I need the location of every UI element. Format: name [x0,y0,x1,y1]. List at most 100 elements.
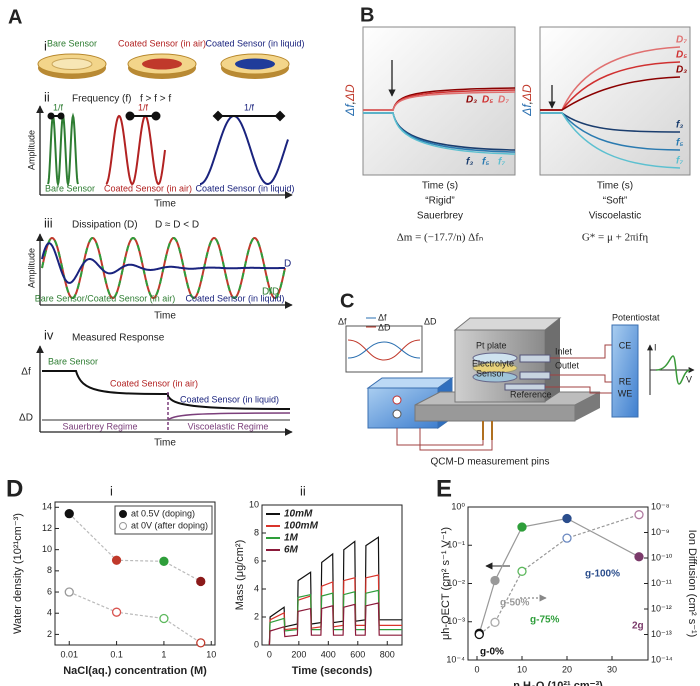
y-tick-label: 10⁰ [451,501,465,511]
row-title: Measured Response [72,333,165,344]
sensor-label: Coated Sensor (in liquid) [205,38,304,48]
sensor-label: Bare Sensor [48,356,98,366]
instrument-ellipse [472,371,518,383]
instrument-rect [414,404,576,422]
label-part: Δf [520,103,534,117]
rigid-curves-path [363,112,516,155]
data-point [474,629,484,640]
x-tick-label: 400 [321,649,336,659]
curve-label: f₅ [482,157,489,168]
sub-label: i [110,483,113,498]
soft-curves [540,46,681,169]
data-point [634,510,644,520]
sensor-discs-ellipse [142,58,182,70]
sensor-label: Bare Sensor/Coated Sensor (in air) [35,293,176,303]
part-label: Electrolyte [472,358,514,368]
legend-label: at 0V (after doping) [131,520,208,530]
y-tick-label: 10 [42,544,52,554]
curve-label: f₃ [466,157,473,168]
label-part: , [520,101,534,104]
series-line [268,536,402,646]
y-tick-label: 6 [47,586,52,596]
order-text: f > f > f [140,94,171,105]
kind: “Soft” [603,196,627,207]
legend-marker [119,510,127,518]
x-tick-label: 800 [380,649,395,659]
y-axis-label: μh-OECT (cm² s⁻¹ V⁻¹) [440,527,452,640]
data-point [111,555,122,565]
data-point [634,552,644,562]
y-tick-label: 14 [42,502,52,512]
equation: Δm = (−17.7/n) Δfₙ [397,232,484,244]
wires [396,344,612,451]
plot-frame [261,504,403,646]
legend-marker [119,522,127,530]
sensor-label: Coated Sensor (in air) [110,378,198,388]
point-annotation: g-75% [530,615,560,626]
part-label: Sensor [476,368,505,378]
curve-label: D₅ [482,95,493,106]
x-tick-label: 1 [161,649,166,659]
model-text: Time (s) “Rigid” Sauerbrey Δm = (−17.7/n… [397,181,649,244]
period-label: 1/f [53,102,64,112]
y2-tick-label: 10⁻¹³ [651,629,672,639]
part-label: Reference [510,389,552,399]
axis-label: Δf [338,316,347,326]
row-title: Dissipation (D) [72,220,138,231]
legend-label: 1M [284,533,299,544]
y-tick-label: 6 [254,555,259,565]
y-axis-label: Mass (μg/cm²) [234,540,246,611]
pump-circle [392,409,402,419]
data-point [490,575,500,586]
panel-c: C Δf ΔD Δf ΔD Potentiostat CE RE WE I V [338,290,695,468]
x-tick-label: 0.01 [60,649,78,659]
axis-label: Time (s) [422,181,458,192]
electrode-label: WE [618,388,633,398]
label-part: ΔD [520,84,534,102]
wave [200,115,289,185]
mini-curve [347,339,421,361]
legend-label: 6M [284,545,299,556]
period-label: 1/f [138,102,149,112]
curve-label: D₇ [676,35,687,46]
wires-path [550,374,612,383]
axis-label: Δf [21,367,31,378]
x-tick-label: 200 [291,649,306,659]
y-tick-label: 2 [47,629,52,639]
data-point [490,617,500,627]
y-tick-label: 10⁻³ [447,616,465,626]
soft-curves-path [540,112,681,169]
series-line [268,574,402,646]
data-point [196,576,206,587]
pump-circle [392,395,402,405]
instrument-rect [519,354,551,363]
kind: “Rigid” [425,196,454,207]
soft-curves-path [540,76,681,111]
period-markers-path [274,110,286,122]
data-point [64,587,74,597]
period-markers-circle [151,111,161,121]
axis-label: ΔD [19,413,33,424]
x-tick-label: 0 [474,664,479,674]
y2-axis-label: Ion Diffusion (cm² s⁻¹) [686,530,698,638]
axis-label: Time [154,199,176,210]
instrument-rect [519,371,551,380]
model: Sauerbrey [417,211,463,222]
panel-label: C [340,290,354,312]
label-part: ΔD [343,84,357,102]
x-axis-label: NaCl(aq.) concentration (M) [63,665,207,677]
wave [105,114,166,186]
legend-label: at 0.5V (doping) [131,508,195,518]
y-axis-label: Water density (10²¹cm⁻³) [12,513,24,634]
row-label: iii [44,215,53,230]
y-tick-label: 10 [249,499,259,509]
series-line [68,513,202,582]
sensor-discs-ellipse [51,58,93,70]
wires-path [545,386,612,394]
dissipation-curve [167,412,291,421]
label-part: , [343,101,357,104]
wires-path [419,428,493,451]
curve-label: D₃ [676,65,687,76]
model: Viscoelastic [589,211,642,222]
data-point [64,509,74,519]
